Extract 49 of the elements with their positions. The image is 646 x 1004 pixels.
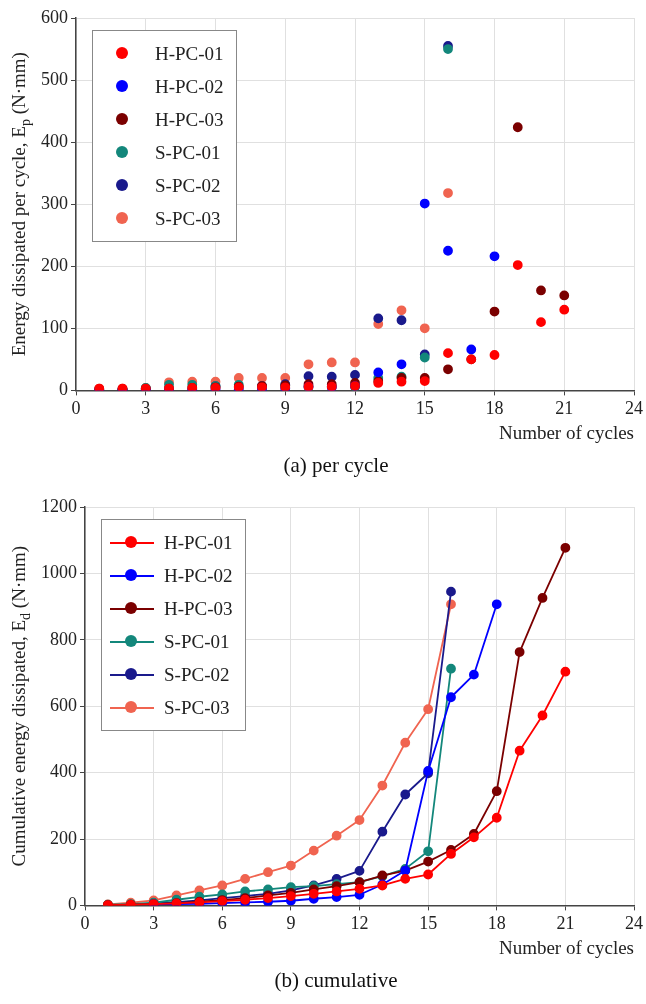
- text: (b) cumulative: [274, 967, 398, 992]
- x-tick-label: 3: [141, 397, 151, 418]
- legend-label: S-PC-02: [164, 663, 230, 686]
- legend-label: H-PC-03: [164, 597, 233, 620]
- legend-label: H-PC-01: [155, 42, 224, 65]
- text: (a) per cycle: [283, 452, 389, 477]
- y-tick-label: 1200: [41, 495, 77, 516]
- y-tick-label: 200: [41, 255, 68, 275]
- legend-label: S-PC-01: [164, 630, 230, 653]
- x-tick-label: 15: [419, 912, 438, 933]
- y-axis-title: Energy dissipated per cycle, Ep (N·mm): [7, 52, 33, 357]
- x-tick-label: 24: [625, 912, 643, 933]
- x-tick-label: 0: [80, 912, 90, 933]
- x-tick-label: 12: [346, 397, 364, 418]
- legend-label: S-PC-02: [155, 174, 221, 197]
- y-tick-label: 1000: [41, 562, 77, 583]
- y-tick-label: 400: [50, 761, 77, 782]
- x-axis-title: Number of cycles: [498, 422, 634, 444]
- x-tick-label: 18: [487, 912, 506, 933]
- x-tick-label: 21: [555, 397, 574, 418]
- legend-label: S-PC-03: [164, 696, 230, 719]
- legend-label: H-PC-01: [164, 531, 233, 554]
- y-tick-label: 500: [41, 68, 68, 89]
- y-tick-label: 200: [50, 827, 77, 848]
- x-tick-label: 9: [286, 912, 296, 933]
- y-tick-label: 100: [41, 317, 68, 338]
- x-tick-label: 18: [485, 397, 504, 418]
- y-axis-title: Cumulative energy dissipated, Ed (N·mm): [7, 545, 33, 867]
- x-tick-label: 12: [350, 912, 369, 933]
- x-axis-title: Number of cycles: [498, 937, 634, 959]
- x-tick-label: 3: [149, 912, 159, 933]
- x-tick-label: 21: [556, 912, 575, 933]
- y-tick-label: 600: [50, 694, 77, 715]
- y-tick-label: 600: [41, 6, 68, 27]
- x-tick-label: 15: [415, 397, 434, 418]
- y-tick-label: 400: [41, 130, 68, 151]
- legend-label: S-PC-03: [155, 207, 221, 230]
- legend-label: H-PC-03: [155, 108, 224, 131]
- x-tick-label: 24: [625, 397, 643, 418]
- y-tick-label: 0: [68, 894, 77, 915]
- x-tick-label: 6: [217, 912, 227, 933]
- legend-label: H-PC-02: [155, 75, 224, 98]
- legend-label: S-PC-01: [155, 141, 221, 164]
- y-tick-label: 0: [59, 379, 68, 400]
- x-tick-label: 6: [211, 397, 220, 418]
- y-tick-label: 800: [50, 628, 77, 649]
- legend-label: H-PC-02: [164, 564, 233, 587]
- y-tick-label: 300: [41, 192, 68, 213]
- x-tick-label: 9: [280, 397, 290, 418]
